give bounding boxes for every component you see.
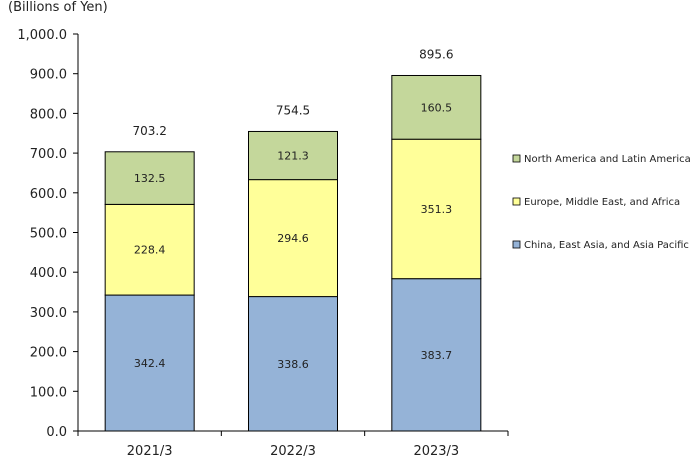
data-label: 228.4 [134, 244, 166, 257]
legend-label: China, East Asia, and Asia Pacific [524, 240, 689, 251]
bar-segment [248, 130, 338, 181]
x-tick-label: 2023/3 [413, 444, 459, 459]
legend-swatch [512, 197, 521, 206]
data-label: 132.5 [134, 172, 166, 185]
y-tick-label: 400.0 [30, 266, 67, 281]
legend-label: North America and Latin America [524, 154, 691, 165]
data-label: 383.7 [421, 349, 453, 362]
y-tick-label: 100.0 [30, 385, 67, 400]
legend-swatch [512, 154, 521, 163]
y-tick-label: 700.0 [30, 147, 67, 162]
y-tick-label: 300.0 [30, 306, 67, 321]
legend-swatch [512, 240, 521, 249]
y-tick-label: 200.0 [30, 346, 67, 361]
y-tick-label: 1,000.0 [17, 28, 67, 43]
bar-segment [248, 179, 338, 298]
y-axis: 0.0 100.0 200.0 300.0 400.0 500.0 600.0 700.0 80… [17, 28, 79, 440]
data-label: 121.3 [277, 150, 309, 163]
bar-segment [104, 151, 195, 205]
x-axis: 2021/3 2022/3 2023/3 [77, 430, 509, 459]
data-label: 342.4 [134, 357, 166, 370]
legend-label: Europe, Middle East, and Africa [524, 197, 680, 208]
bar-segment [391, 278, 482, 432]
y-tick-label: 0.0 [46, 425, 67, 440]
x-tick-label: 2021/3 [127, 444, 173, 459]
bar-segment [391, 138, 482, 280]
bars: 342.4 228.4 132.5 703.2 338.6 294.6 121.3 754.5… [104, 47, 482, 432]
unit-label: (Billions of Yen) [8, 0, 108, 15]
total-label: 895.6 [419, 47, 453, 61]
legend: North America and Latin America Europe, M… [512, 154, 691, 251]
x-tick-label: 2022/3 [270, 444, 316, 459]
y-tick-label: 800.0 [30, 107, 67, 122]
y-tick-label: 600.0 [30, 187, 67, 202]
data-label: 160.5 [421, 101, 453, 114]
total-label: 703.2 [132, 124, 166, 138]
y-tick-label: 900.0 [30, 68, 67, 83]
data-label: 294.6 [277, 232, 309, 245]
y-tick-label: 500.0 [30, 227, 67, 242]
total-label: 754.5 [276, 103, 310, 117]
data-label: 351.3 [421, 203, 453, 216]
data-label: 338.6 [277, 358, 309, 371]
bar-segment [391, 74, 482, 140]
